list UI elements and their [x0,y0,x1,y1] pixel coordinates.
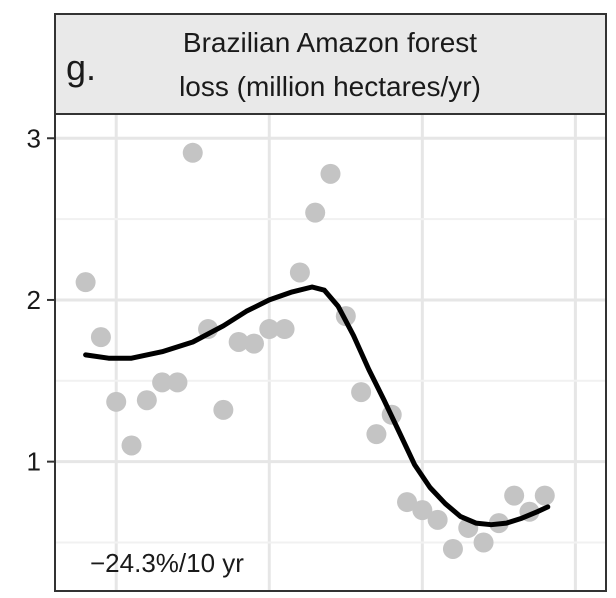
data-point [351,382,372,403]
data-point [442,538,463,559]
panel-title-line1: Brazilian Amazon forest [183,27,477,58]
trend-annotation: −24.3%/10 yr [90,548,244,578]
data-point [412,500,433,521]
data-point [305,202,326,223]
data-point [397,492,418,513]
y-axis: 1 2 3 [27,123,55,477]
data-points [75,142,555,559]
data-point [136,390,157,411]
data-point [259,319,280,340]
data-point [121,435,142,456]
data-point [228,331,249,352]
data-point [427,509,448,530]
y-tick-label: 2 [27,285,41,315]
y-tick-label: 3 [27,123,41,153]
data-point [75,272,96,293]
data-point [274,319,295,340]
panel-title-line2: loss (million hectares/yr) [179,71,481,102]
data-point [213,399,234,420]
panel-label: g. [66,47,96,88]
data-point [152,372,173,393]
data-point [504,485,525,506]
data-point [534,485,555,506]
data-point [320,163,341,184]
trend-line [83,284,551,528]
data-point [90,327,111,348]
data-point [289,262,310,283]
data-point [243,333,264,354]
plot-area [54,113,607,592]
data-point [182,142,203,163]
y-tick-label: 1 [27,447,41,477]
plot-border [54,113,607,592]
data-point [106,391,127,412]
data-point [366,424,387,445]
data-point [473,532,494,553]
data-point [167,372,188,393]
panel-header-strip [54,13,607,115]
